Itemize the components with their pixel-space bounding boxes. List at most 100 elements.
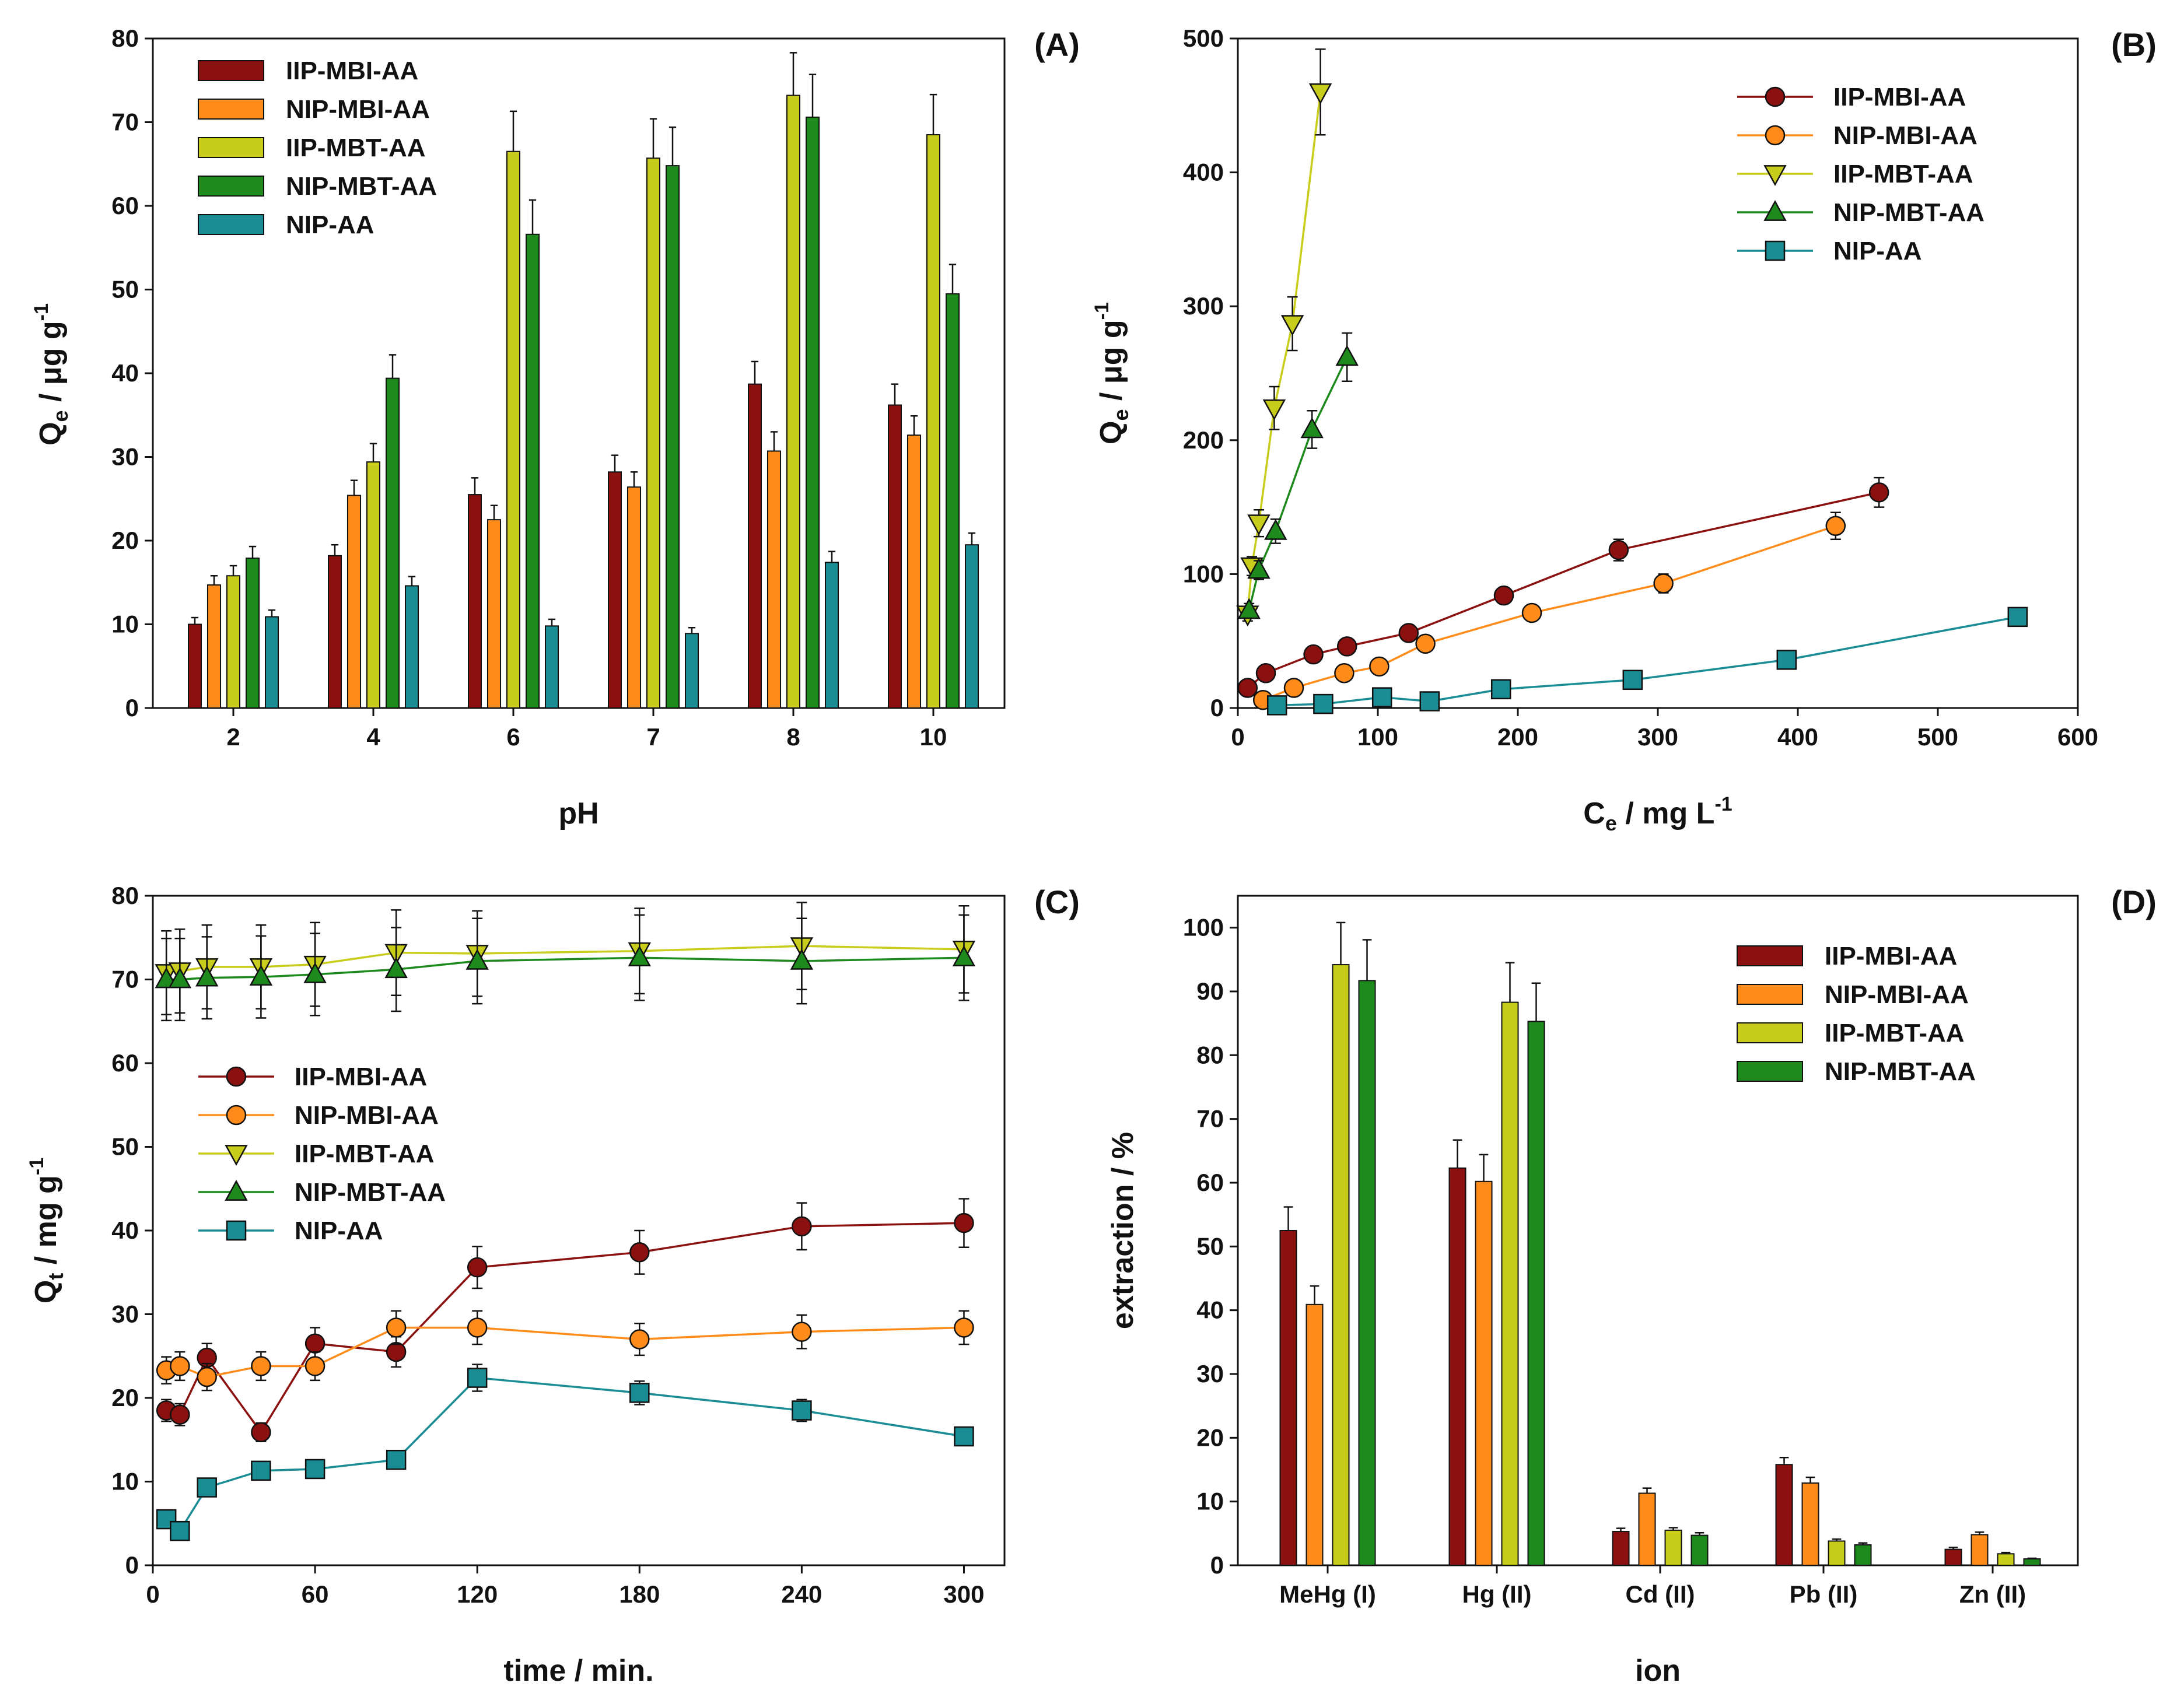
bar-iip-mbi-aa	[468, 494, 482, 709]
bar-iip-mbt-aa	[506, 150, 520, 709]
y-tick-label: 30	[111, 1301, 139, 1328]
legend-swatch-nip-mbt-aa	[1737, 1061, 1803, 1082]
y-tick-label: 40	[111, 1217, 139, 1244]
point-nip-mbt-aa	[466, 948, 489, 970]
point-iip-mbi-aa	[1398, 623, 1419, 643]
point-iip-mbt-aa	[1247, 514, 1270, 536]
legend-label-iip-mbi-aa: IIP-MBI-AA	[286, 57, 418, 85]
point-nip-mbi-aa	[1369, 656, 1390, 677]
legend-swatch-iip-mbi-aa	[1737, 945, 1803, 966]
bar-nip-mbt-aa	[1358, 980, 1376, 1566]
point-nip-aa	[954, 1426, 974, 1447]
y-tick-label: 30	[1196, 1360, 1224, 1387]
x-tick-label: 60	[302, 1580, 329, 1608]
legend-label-nip-mbt-aa: NIP-MBT-AA	[295, 1178, 446, 1207]
legend-swatch-iip-mbt-aa	[1737, 1022, 1803, 1043]
point-iip-mbi-aa	[1303, 644, 1324, 665]
y-tick-label: 100	[1183, 560, 1224, 587]
y-tick-label: 40	[1196, 1296, 1224, 1324]
point-iip-mbi-aa	[954, 1212, 974, 1233]
y-tick-label: 60	[111, 1049, 139, 1077]
bar-nip-mbi-aa	[627, 486, 641, 709]
point-iip-mbi-aa	[170, 1404, 190, 1425]
point-iip-mbi-aa	[1868, 482, 1889, 503]
point-nip-mbt-aa	[249, 965, 273, 986]
legend-label-iip-mbi-aa: IIP-MBI-AA	[1825, 942, 1957, 970]
y-tick-label: 400	[1183, 159, 1224, 186]
y-tick-label: 50	[1196, 1232, 1224, 1260]
y-tick-label: 0	[125, 1551, 139, 1579]
y-tick-label: 80	[1196, 1041, 1224, 1068]
x-tick-label: 100	[1357, 723, 1398, 751]
point-nip-mbi-aa	[467, 1317, 488, 1338]
x-axis-title: ion	[1635, 1654, 1681, 1688]
bar-iip-mbt-aa	[646, 157, 660, 709]
point-iip-mbi-aa	[792, 1216, 812, 1237]
bar-nip-mbt-aa	[806, 116, 820, 709]
panel-label: (A)	[1034, 26, 1080, 63]
x-tick-label: 4	[366, 723, 380, 751]
point-iip-mbt-aa	[1262, 399, 1286, 420]
point-iip-mbi-aa	[1608, 539, 1629, 560]
x-axis-title: pH	[558, 797, 598, 830]
x-tick-label: 7	[646, 723, 660, 751]
y-tick-label: 20	[111, 527, 139, 554]
x-tick-label: 400	[1777, 723, 1818, 751]
bar-iip-mbi-aa	[748, 383, 762, 709]
bar-iip-mbt-aa	[226, 575, 240, 709]
legend-swatch-iip-mbi-aa	[198, 60, 264, 81]
panel-c: 0 10 20 30 40 50 60 70 80 0 60 120 180 240 300 IIP-MBI-…	[26, 882, 1080, 1688]
y-tick-label: 10	[1196, 1488, 1224, 1515]
bar-iip-mbi-aa	[1448, 1167, 1466, 1566]
bar-iip-mbi-aa	[188, 623, 202, 709]
y-tick-label: 80	[111, 24, 139, 52]
bar-nip-mbi-aa	[1971, 1534, 1989, 1566]
panel-b: 0 100 200 300 400 500 0 100 200 300 400 500 600 IIP-M…	[1091, 24, 2157, 835]
bar-nip-mbi-aa	[1306, 1303, 1324, 1566]
point-nip-aa	[1313, 693, 1334, 714]
point-nip-mbi-aa	[1825, 516, 1846, 536]
point-nip-aa	[1490, 679, 1511, 700]
point-iip-mbi-aa	[1336, 636, 1357, 657]
bar-nip-mbt-aa	[2023, 1558, 2041, 1566]
y-tick-label: 90	[1196, 977, 1224, 1005]
point-nip-aa	[304, 1459, 326, 1480]
y-tick-label: 500	[1183, 24, 1224, 52]
point-nip-mbt-aa	[790, 948, 814, 970]
point-nip-mbi-aa	[251, 1356, 271, 1376]
x-tick-label: 300	[943, 1580, 984, 1608]
y-axis-title: Qt / mg g-1	[26, 1158, 68, 1303]
panel-label: (D)	[2111, 884, 2157, 920]
panel-a: 0 10 20 30 40 50 60 70 80 2 4 6 7 8 10 IIP-MBI-AA NIP-MB…	[30, 24, 1080, 830]
legend-marker-nip-mbi-aa	[226, 1105, 247, 1126]
bar-iip-mbi-aa	[608, 471, 622, 709]
y-tick-label: 50	[111, 1133, 139, 1161]
point-nip-mbt-aa	[303, 962, 327, 983]
legend-marker-nip-aa	[1765, 240, 1786, 261]
legend-swatch-iip-mbt-aa	[198, 137, 264, 158]
y-axis-title: extraction / %	[1106, 1132, 1140, 1329]
legend-label-nip-aa: NIP-AA	[295, 1217, 383, 1245]
y-tick-label: 40	[111, 359, 139, 387]
legend-marker-iip-mbi-aa	[226, 1066, 247, 1087]
legend-marker-nip-mbt-aa	[225, 1180, 248, 1201]
series-line-nip-mbi-aa	[166, 1326, 964, 1378]
bar-nip-aa	[685, 633, 699, 709]
x-axis-title: Ce / mg L-1	[1583, 793, 1732, 835]
series-line-iip-mbi-aa	[166, 1222, 964, 1434]
bar-nip-mbi-aa	[347, 495, 361, 709]
panel-d: 0 10 20 30 40 50 60 70 80 90 100 MeHg (I) Hg (II) Cd …	[1106, 884, 2157, 1688]
series-line-nip-mbt-aa	[166, 956, 964, 981]
y-tick-label: 300	[1183, 292, 1224, 320]
x-tick-label: 0	[1231, 723, 1244, 751]
y-axis-title: Qe / μg g-1	[1091, 302, 1133, 444]
point-iip-mbi-aa	[1237, 678, 1258, 698]
point-nip-mbt-aa	[384, 957, 408, 979]
y-tick-label: 30	[111, 443, 139, 471]
bar-iip-mbt-aa	[1828, 1540, 1846, 1566]
legend-label-nip-mbi-aa: NIP-MBI-AA	[286, 95, 430, 124]
y-tick-label: 70	[111, 966, 139, 993]
legend-label-nip-aa: NIP-AA	[1833, 237, 1922, 265]
legend-marker-nip-mbi-aa	[1765, 125, 1786, 146]
y-tick-label: 20	[111, 1384, 139, 1411]
